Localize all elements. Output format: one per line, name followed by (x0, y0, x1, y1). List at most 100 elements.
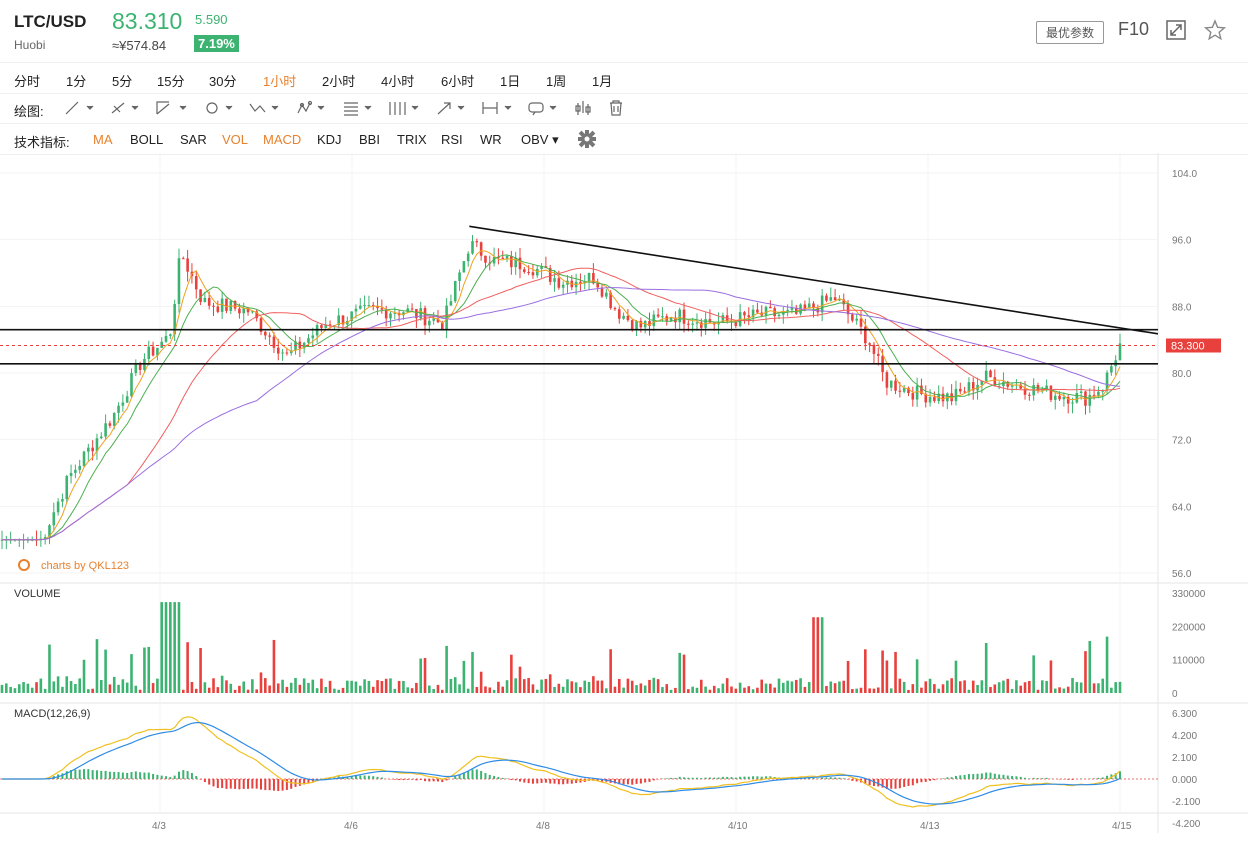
interval-3[interactable]: 15分 (157, 74, 185, 89)
candle-body (592, 273, 595, 284)
indicator-rsi[interactable]: RSI (441, 132, 463, 147)
volume-bar (363, 679, 366, 693)
macd-hist-bar (1106, 775, 1109, 779)
candle-body (527, 271, 530, 273)
macd-hist-bar (78, 769, 81, 779)
candle-body (769, 306, 772, 309)
interval-2[interactable]: 5分 (112, 74, 133, 89)
macd-hist-bar (933, 779, 936, 781)
gann-tool-icon[interactable] (389, 102, 419, 115)
optimal-params-button[interactable]: 最优参数 (1036, 21, 1105, 44)
indicator-obv[interactable]: OBV ▾ (521, 132, 559, 147)
macd-hist-bar (259, 779, 262, 790)
macd-hist-bar (346, 776, 349, 779)
candle-body (238, 308, 241, 314)
indicator-sar[interactable]: SAR (180, 132, 207, 147)
interval-4[interactable]: 30分 (209, 74, 237, 89)
chart-area[interactable]: 104.0 96.0 88.0 80.0 72.0 64.0 56.0 83.300 chart… (0, 153, 1248, 833)
volume-bar (397, 680, 401, 693)
circle-tool-icon[interactable] (206, 102, 233, 114)
volume-bar (13, 688, 17, 693)
indicator-macd[interactable]: MACD (263, 132, 302, 147)
indicator-vol[interactable]: VOL (222, 132, 249, 147)
candle-body (557, 278, 561, 288)
candle-body (561, 284, 565, 288)
interval-10[interactable]: 1周 (546, 74, 567, 89)
volume-bar (907, 689, 910, 693)
candle-body (639, 320, 643, 328)
candle-body (510, 255, 513, 268)
macd-hist-bar (1041, 778, 1044, 779)
volume-bar (177, 602, 181, 693)
volume-bar (756, 687, 759, 693)
arrow-tool-icon[interactable] (437, 102, 465, 115)
indicator-boll[interactable]: BOLL (130, 132, 164, 147)
volume-bar (760, 679, 764, 693)
candle-tool-icon[interactable] (575, 101, 591, 115)
fib-tool-icon[interactable] (344, 102, 372, 116)
interval-6[interactable]: 2小时 (322, 74, 356, 89)
macd-hist-bar (100, 770, 103, 779)
volume-bar (708, 689, 712, 693)
trash-icon[interactable] (610, 100, 622, 116)
macd-hist-bar (225, 779, 228, 789)
volume-bar (609, 649, 612, 693)
indicator-ma[interactable]: MA (93, 132, 113, 147)
indicator-kdj[interactable]: KDJ (317, 132, 342, 147)
volume-bar (540, 679, 543, 693)
candle-body (393, 312, 397, 314)
volume-bar (518, 666, 522, 693)
indicator-bbi[interactable]: BBI (359, 132, 380, 147)
interval-8[interactable]: 6小时 (441, 74, 475, 89)
macd-hist-bar (570, 779, 573, 784)
macd-hist-bar (868, 779, 871, 786)
measure-tool-icon[interactable] (482, 102, 512, 114)
interval-5[interactable]: 1小时 (263, 74, 297, 89)
candle-body (337, 315, 340, 326)
settings-gear-icon[interactable] (576, 128, 598, 150)
macd-hist-bar (527, 779, 530, 784)
indicator-label: 技术指标: (14, 135, 70, 150)
qkl-logo-icon (18, 559, 30, 571)
line-tool-icon[interactable] (65, 101, 94, 115)
volume-bar (251, 679, 254, 693)
candle-body (661, 316, 664, 318)
last-price-label: 83.300 (1171, 341, 1205, 353)
star-icon[interactable] (1204, 19, 1226, 41)
volume-bar (613, 686, 617, 693)
interval-9[interactable]: 1日 (500, 74, 521, 89)
macd-hist-bar (920, 779, 923, 783)
interval-7[interactable]: 4小时 (381, 74, 415, 89)
candle-body (220, 298, 224, 312)
candle-body (864, 326, 867, 344)
volume-bar (207, 687, 211, 693)
candle-body (807, 303, 811, 309)
wave-tool-icon[interactable] (249, 103, 279, 113)
note-tool-icon[interactable] (528, 102, 557, 116)
macd-hist-bar (553, 779, 556, 784)
volume-bar (721, 683, 725, 693)
volume-bar (410, 688, 414, 693)
macd-hist-bar (1028, 778, 1031, 779)
interval-0[interactable]: 分时 (14, 74, 41, 89)
candle-body (471, 241, 474, 254)
macd-hist-bar (143, 772, 146, 779)
interval-11[interactable]: 1月 (592, 74, 613, 89)
macd-hist-bar (540, 779, 543, 783)
macd-hist-bar (531, 779, 534, 784)
candle-body (484, 255, 487, 263)
fullscreen-icon[interactable] (1166, 20, 1186, 40)
indicator-wr[interactable]: WR (480, 132, 502, 147)
candle-body (130, 373, 133, 397)
f10-button[interactable]: F10 (1118, 19, 1150, 39)
ray-tool-icon[interactable] (111, 102, 139, 114)
macd-hist-bar (747, 776, 750, 779)
macd-hist-bar (247, 779, 250, 789)
volume-bar (777, 678, 781, 693)
pattern-tool-icon[interactable] (297, 100, 325, 114)
indicator-trix[interactable]: TRIX (397, 132, 427, 147)
volume-bar (997, 682, 1001, 693)
channel-tool-icon[interactable] (156, 101, 187, 115)
volume-bar (829, 681, 833, 693)
interval-1[interactable]: 1分 (66, 74, 87, 89)
